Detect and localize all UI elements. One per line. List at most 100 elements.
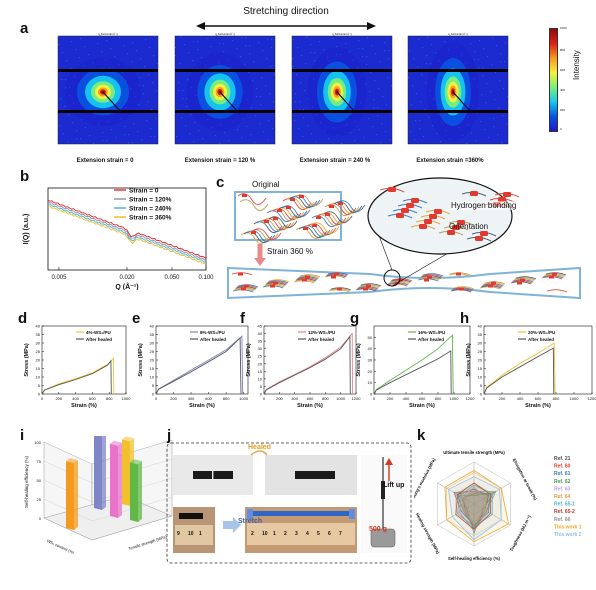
ytick-label: 5	[38, 383, 41, 388]
xtick-label: 400	[403, 396, 410, 401]
series-line-0	[483, 342, 556, 395]
ytick-label: 10	[36, 375, 41, 380]
xtick-label: 1200	[352, 396, 362, 401]
bar-8%	[94, 436, 102, 510]
ytick-label: 25	[36, 349, 41, 354]
legend-entry-0: 20%-WS₂/PU	[528, 330, 555, 335]
xtick-label: 800	[322, 396, 329, 401]
ztick-label: 0	[39, 516, 42, 521]
ytick-label: 10	[258, 376, 263, 381]
xtick-label: 800	[435, 396, 442, 401]
ytick-label: 35	[36, 332, 41, 337]
ytick-label: 0	[260, 392, 263, 397]
stress-strain-chart-f: 0 200 400 600 800 1000 1200 0 5 10 15 20 25 30 35 40 45 S…	[246, 324, 362, 410]
series-line-0	[373, 334, 454, 395]
series-line-0	[41, 357, 115, 395]
saxs-axis-top: q_horizontal (Å⁻¹)	[332, 33, 352, 36]
saxs-axis-top: q_horizontal (Å⁻¹)	[215, 33, 235, 36]
series-line-2	[47, 203, 207, 263]
ruler-number-6: 2	[284, 531, 287, 537]
ytick-label: 20	[36, 358, 41, 363]
ytick-label: 30	[36, 341, 41, 346]
ytick-label: 20	[150, 358, 155, 363]
xtick-label: 600	[307, 396, 314, 401]
ruler-number-4: 10	[262, 531, 268, 537]
legend-entry-1: Strain = 120%	[129, 197, 172, 204]
panel-b-label: b	[20, 168, 30, 185]
xtick-label: 400	[291, 396, 298, 401]
ytick-label: 10	[368, 380, 373, 385]
legend-entry-9: This work 1	[554, 524, 582, 530]
radar-series-8	[462, 491, 497, 526]
legend-entry-1: After healed	[308, 337, 334, 342]
panel-g-label: g	[350, 310, 360, 327]
xtick-label: 0	[41, 396, 44, 401]
ytick-label: 15	[36, 366, 41, 371]
ytick-label: 20	[368, 369, 373, 374]
ytick-label: 25	[478, 349, 483, 354]
legend-entry-0: Strain = 0	[129, 188, 159, 195]
ytick-label: 0	[370, 392, 373, 397]
saxs-axis-top: q_horizontal (Å⁻¹)	[448, 33, 468, 36]
ytick-label: 15	[150, 366, 155, 371]
ytick-label: 5	[152, 383, 155, 388]
healed-arrow	[250, 450, 268, 456]
stress-strain-chart-h: 0 200 400 600 800 1000 1200 0 5 10 15 20 25 30 35 40 Str…	[466, 324, 596, 410]
zoom-inset	[367, 177, 513, 255]
series-line-1	[373, 350, 452, 395]
original-label: Original	[252, 180, 280, 189]
xtick-label: 400	[72, 396, 79, 401]
legend-entry-4: Ref. 63	[554, 486, 571, 492]
x-axis-label: Strain (%)	[297, 403, 323, 409]
x-axis-label: Q (Å⁻¹)	[115, 282, 138, 290]
xtick-label: 800	[223, 396, 230, 401]
xtick-label: 600	[205, 396, 212, 401]
x-axis-label: Strain (%)	[71, 403, 97, 409]
x-axis-label: WS₂ content (%)	[46, 538, 76, 554]
ztick-label: 25	[37, 497, 42, 502]
xtick-label: 200	[276, 396, 283, 401]
xtick-label: 800	[106, 396, 113, 401]
xtick-label: 400	[188, 396, 195, 401]
z-axis-label: Self-healing efficiency (%)	[24, 456, 29, 508]
hydrogen-bonding-label: Hydrogen bonding	[451, 201, 517, 210]
legend-entry-2: Ref. 61	[554, 471, 571, 477]
y-axis-label: Stress (MPa)	[24, 343, 30, 376]
saxs-pattern-3: q_horizontal (Å⁻¹)	[407, 33, 509, 145]
x-axis-label: Strain (%)	[189, 403, 215, 409]
ytick-label: 5	[480, 383, 483, 388]
xtick-label: 0.050	[164, 275, 180, 281]
intensity-colorbar	[549, 28, 558, 132]
ruler-number-9: 5	[317, 531, 320, 537]
ytick-label: 30	[150, 341, 155, 346]
xtick-label: 200	[387, 396, 394, 401]
xtick-label: 600	[419, 396, 426, 401]
panel-e-label: e	[132, 310, 141, 327]
ztick-label: 75	[37, 459, 42, 464]
colorbar-max: 1000	[560, 26, 567, 30]
radar-axis-label-4: Healing strength (MPa)	[415, 512, 441, 555]
xtick-label: 1000	[450, 396, 460, 401]
xtick-label: 0	[155, 396, 158, 401]
ytick-label: 20	[478, 358, 483, 363]
y-axis-label: Tensile strength (MPa)	[128, 534, 168, 551]
ruler-number-3: 2	[251, 531, 254, 537]
saxs-axis-top: q_horizontal (Å⁻¹)	[98, 33, 118, 36]
bar-4%	[66, 461, 74, 530]
xtick-label: 0.100	[198, 275, 214, 281]
network-stretch-diagram	[227, 177, 581, 300]
legend-entry-0: 12%-WS₂/PU	[308, 330, 335, 335]
weight-label: 500 g	[369, 526, 387, 533]
colorbar-tick-800: 800	[560, 48, 566, 52]
ytick-label: 30	[258, 346, 263, 351]
ruler-number-7: 3	[295, 531, 298, 537]
healed-film-photos: 9 10 1 2 10 1 2 3 4 5 6 7	[166, 442, 412, 564]
y-axis-label: Stress (MPa)	[138, 343, 144, 376]
xtick-label: 1000	[122, 396, 132, 401]
legend-entry-2: Strain = 240%	[129, 206, 172, 213]
ytick-label: 0	[38, 392, 41, 397]
stretch-label: Stretch	[238, 518, 263, 525]
xtick-label: 0	[373, 396, 376, 401]
ytick-label: 30	[368, 358, 373, 363]
stretching-direction-label: Stretching direction	[243, 6, 329, 17]
